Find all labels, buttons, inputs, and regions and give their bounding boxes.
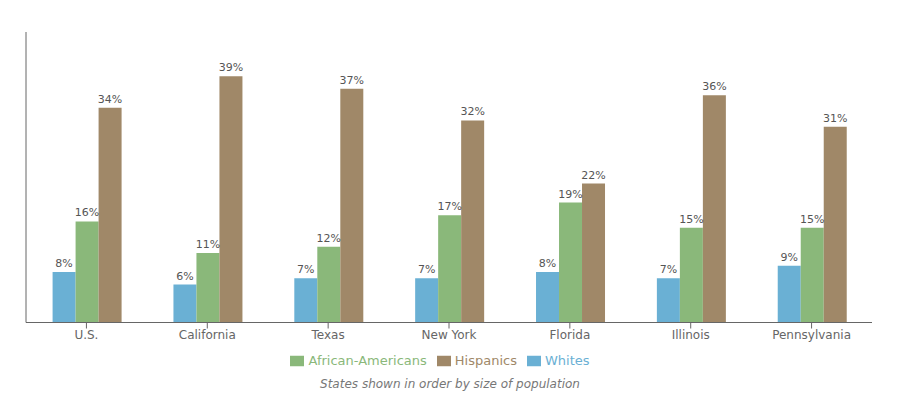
html-text:States shown in order by size: States shown in order by size of populat… [320, 377, 580, 391]
svg-text:Texas: Texas [311, 328, 345, 342]
svg-text:Illinois: Illinois [672, 328, 710, 342]
svg-text:Pennsylvania: Pennsylvania [772, 328, 851, 342]
svg-text:6%: 6% [176, 270, 193, 283]
svg-text:7%: 7% [418, 263, 435, 276]
svg-text:Florida: Florida [549, 328, 590, 342]
svg-text:New York: New York [422, 328, 477, 342]
svg-text:7%: 7% [297, 263, 314, 276]
svg-text:California: California [179, 328, 236, 342]
svg-text:17%: 17% [437, 200, 461, 213]
svg-text:31%: 31% [823, 112, 847, 125]
svg-text:15%: 15% [800, 213, 824, 226]
svg-text:9%: 9% [781, 251, 798, 264]
html-text:Hispanics: Hispanics [454, 352, 517, 368]
svg-text:U.S.: U.S. [74, 328, 98, 342]
svg-text:37%: 37% [340, 74, 364, 87]
html-text:Whites: Whites [545, 352, 590, 368]
svg-text:8%: 8% [55, 257, 72, 270]
svg-text:22%: 22% [581, 169, 605, 182]
svg-text:39%: 39% [219, 61, 243, 74]
svg-text:7%: 7% [660, 263, 677, 276]
svg-text:15%: 15% [679, 213, 703, 226]
svg-text:19%: 19% [558, 188, 582, 201]
svg-text:16%: 16% [75, 206, 99, 219]
svg-text:12%: 12% [317, 232, 341, 245]
svg-text:36%: 36% [702, 80, 726, 93]
svg-text:34%: 34% [98, 93, 122, 106]
svg-text:32%: 32% [460, 105, 484, 118]
html-text:African-Americans: African-Americans [308, 352, 427, 368]
svg-text:8%: 8% [539, 257, 556, 270]
svg-text:11%: 11% [196, 238, 220, 251]
